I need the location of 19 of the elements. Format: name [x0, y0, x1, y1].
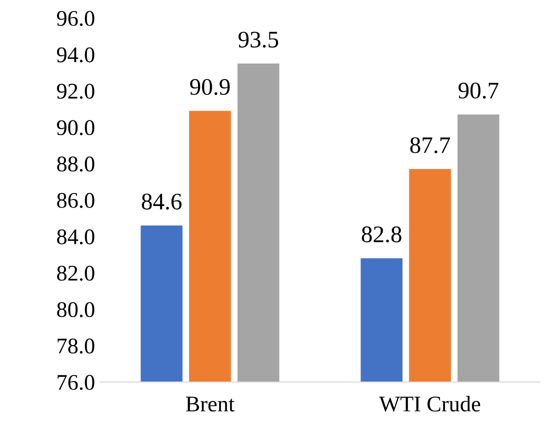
y-tick-label: 92.0: [56, 84, 94, 99]
y-tick-label: 78.0: [58, 338, 94, 354]
data-label: 90.9: [190, 78, 230, 96]
y-tick-label: 94.0: [56, 47, 94, 62]
y-tick-label: 80.0: [57, 302, 94, 318]
y-tick-label: 96.0: [56, 10, 94, 26]
y-tick-label: 82.0: [57, 266, 94, 281]
y-tick-label: 86.0: [57, 192, 94, 208]
data-label: 90.7: [458, 82, 498, 99]
y-tick-label: 84.0: [57, 229, 94, 244]
data-label: 82.8: [362, 226, 402, 242]
x-tick-label: Brent: [186, 396, 235, 412]
y-tick-label: 90.0: [56, 120, 94, 136]
x-tick-label: WTI Crude: [379, 396, 480, 412]
data-label: 84.6: [142, 194, 182, 210]
y-tick-label: 76.0: [58, 374, 94, 390]
data-label: 87.7: [410, 137, 450, 154]
y-tick-label: 88.0: [57, 156, 94, 172]
data-label: 93.5: [238, 32, 278, 48]
